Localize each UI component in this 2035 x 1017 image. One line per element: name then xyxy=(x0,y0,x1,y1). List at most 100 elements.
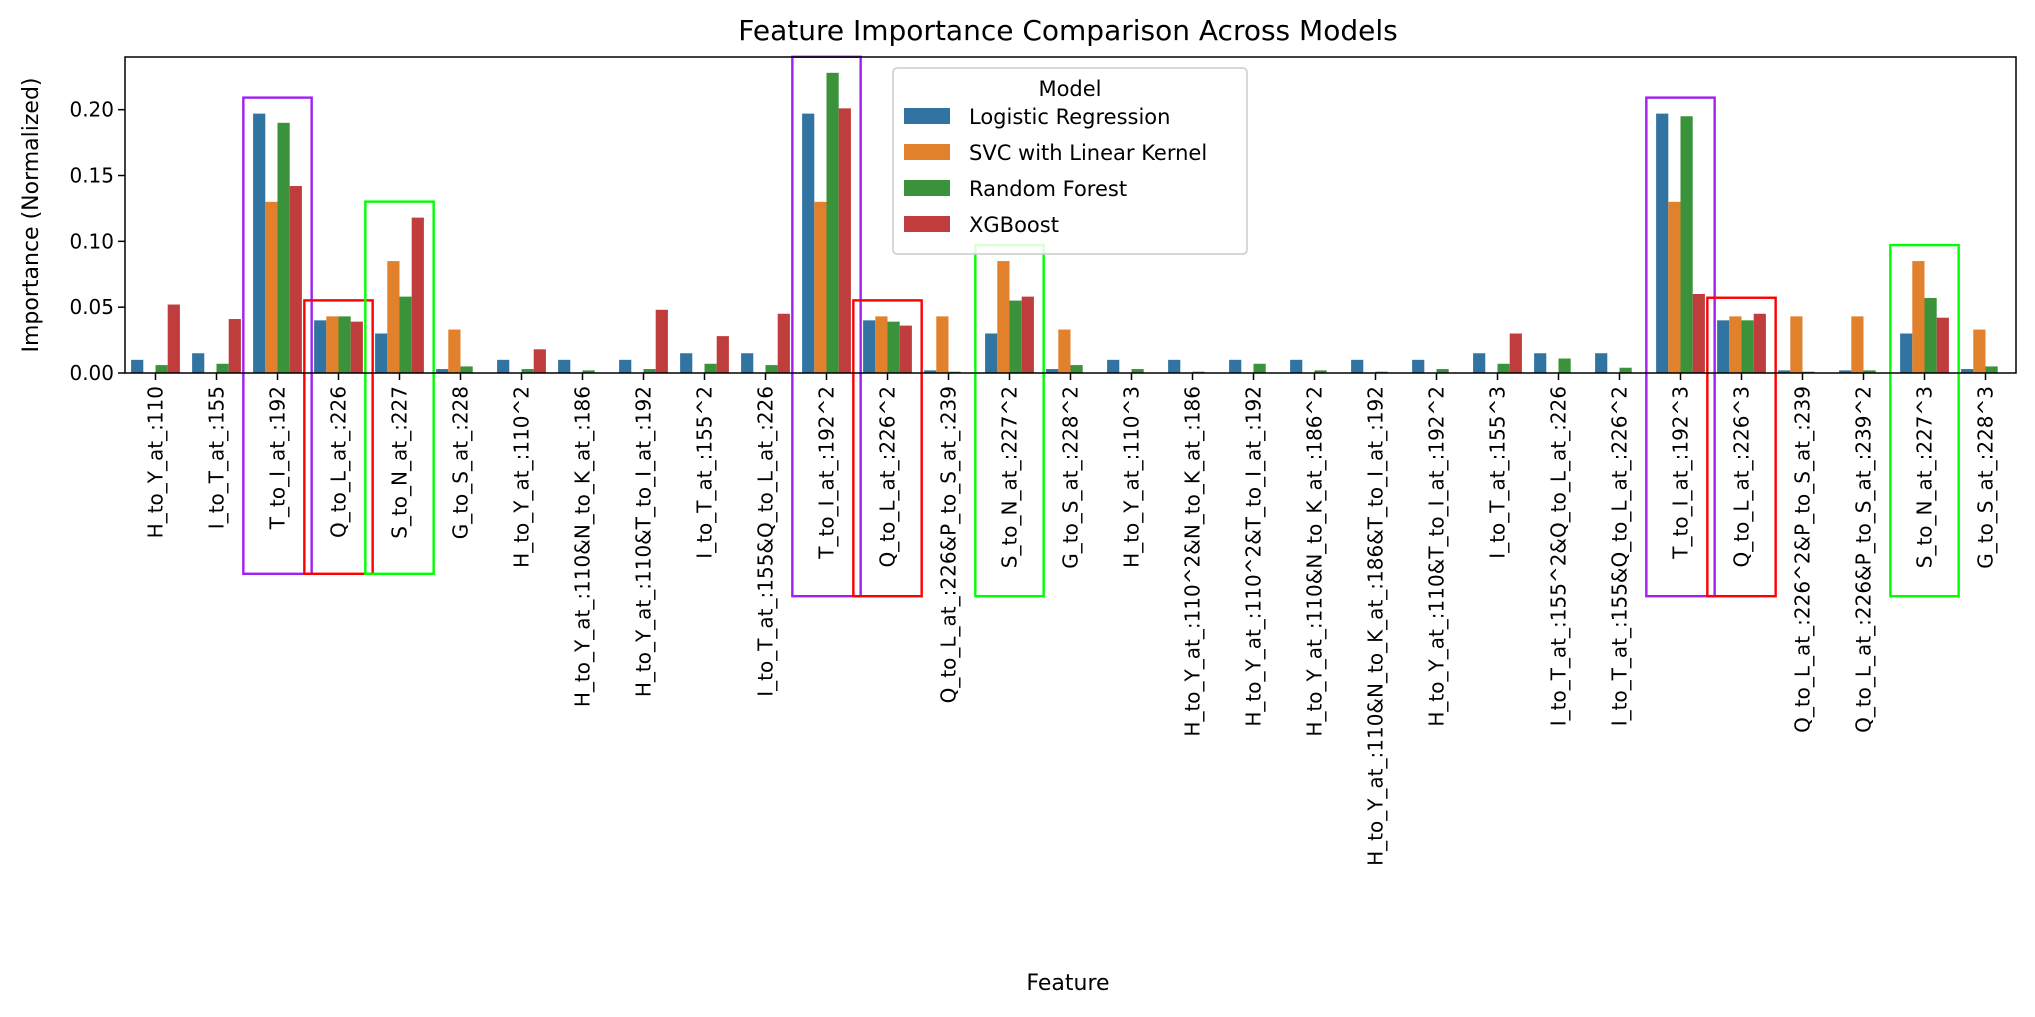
highlight-box-0 xyxy=(242,96,313,575)
x-tick-label-27: Q_to_L_at_:226^2&P_to_S_at_:239 xyxy=(1791,386,1815,733)
y-tick-label-3: 0.15 xyxy=(69,164,114,188)
bar-0-16 xyxy=(1107,359,1120,373)
bar-0-21 xyxy=(1412,359,1425,373)
highlight-box-7 xyxy=(1706,296,1777,598)
bar-2-7 xyxy=(582,370,595,373)
x-tick-label-3: Q_to_L_at_:226 xyxy=(327,386,351,538)
legend: Model Logistic Regression SVC with Linear… xyxy=(892,67,1248,255)
x-tick-label-0: H_to_Y_at_:110 xyxy=(144,386,168,538)
bars-layer xyxy=(131,72,1998,374)
bar-3-26 xyxy=(1753,313,1766,373)
bar-0-2 xyxy=(253,113,266,374)
bar-3-9 xyxy=(716,336,729,373)
bar-0-24 xyxy=(1595,353,1608,373)
x-tick-label-21: H_to_Y_at_:110&T_to_I_at_:192^2 xyxy=(1425,386,1449,727)
bar-2-16 xyxy=(1131,369,1144,373)
bar-1-28 xyxy=(1851,316,1864,373)
bar-0-12 xyxy=(863,320,876,373)
x-tick-label-1: I_to_T_at_:155 xyxy=(205,386,229,529)
bar-0-0 xyxy=(131,359,144,373)
bar-3-29 xyxy=(1936,317,1949,373)
bar-1-25 xyxy=(1668,201,1681,373)
x-tick-label-16: H_to_Y_at_:110^3 xyxy=(1120,386,1144,568)
bar-1-14 xyxy=(997,261,1010,373)
bar-3-3 xyxy=(350,321,363,373)
bar-3-1 xyxy=(228,319,241,373)
bar-2-21 xyxy=(1436,369,1449,373)
x-tick-label-25: T_to_I_at_:192^3 xyxy=(1669,386,1693,560)
bar-0-3 xyxy=(314,320,327,373)
legend-frame xyxy=(892,67,1248,255)
bar-1-29 xyxy=(1912,261,1925,373)
bar-2-23 xyxy=(1558,358,1571,373)
bar-1-11 xyxy=(814,201,827,373)
bar-2-6 xyxy=(521,369,534,373)
x-tick-label-2: T_to_I_at_:192 xyxy=(266,386,290,530)
highlight-box-2 xyxy=(364,200,435,576)
bar-0-15 xyxy=(1046,369,1059,373)
bar-2-3 xyxy=(338,316,351,373)
bar-2-10 xyxy=(765,365,778,373)
y-tick-label-0: 0.00 xyxy=(69,361,114,385)
bar-1-12 xyxy=(875,316,888,373)
x-tick-label-29: S_to_N_at_:227^3 xyxy=(1913,386,1937,568)
bar-0-18 xyxy=(1229,359,1242,373)
x-tick-label-22: I_to_T_at_:155^3 xyxy=(1486,386,1510,559)
legend-swatch-1 xyxy=(904,144,950,160)
x-tick-label-13: Q_to_L_at_:226&P_to_S_at_:239 xyxy=(937,386,961,703)
bar-3-2 xyxy=(289,186,302,373)
x-tick-label-11: T_to_I_at_:192^2 xyxy=(815,386,839,560)
bar-0-8 xyxy=(619,359,632,373)
legend-label-2: Random Forest xyxy=(969,177,1127,201)
bar-2-18 xyxy=(1253,363,1266,373)
bar-3-12 xyxy=(899,325,912,373)
legend-items: Logistic Regression SVC with Linear Kerne… xyxy=(904,105,1207,237)
x-tick-label-19: H_to_Y_at_:110&N_to_K_at_:186^2 xyxy=(1303,386,1327,737)
bar-1-26 xyxy=(1729,316,1742,373)
bar-3-14 xyxy=(1021,296,1034,373)
x-tick-label-6: H_to_Y_at_:110^2 xyxy=(510,386,534,568)
chart-title: Feature Importance Comparison Across Mod… xyxy=(738,14,1397,47)
x-tick-label-18: H_to_Y_at_:110^2&T_to_I_at_:192 xyxy=(1242,386,1266,727)
bar-0-17 xyxy=(1168,359,1181,373)
bar-2-26 xyxy=(1741,320,1754,373)
legend-label-3: XGBoost xyxy=(969,213,1059,237)
bar-2-24 xyxy=(1619,367,1632,373)
y-axis-label: Importance (Normalized) xyxy=(19,78,44,353)
bar-0-29 xyxy=(1900,333,1913,373)
x-tick-label-17: H_to_Y_at_:110^2&N_to_K_at_:186 xyxy=(1181,386,1205,737)
bar-1-13 xyxy=(936,316,949,373)
bar-2-0 xyxy=(155,365,168,373)
bar-1-4 xyxy=(387,261,400,373)
bar-2-22 xyxy=(1497,363,1510,373)
bar-0-25 xyxy=(1656,113,1669,374)
x-tick-label-10: I_to_T_at_:155&Q_to_L_at_:226 xyxy=(754,386,778,697)
x-tick-label-12: Q_to_L_at_:226^2 xyxy=(876,386,900,567)
bar-1-27 xyxy=(1790,316,1803,373)
bar-2-15 xyxy=(1070,365,1083,373)
bar-0-10 xyxy=(741,353,754,373)
x-tick-label-8: H_to_Y_at_:110&T_to_I_at_:192 xyxy=(632,386,656,697)
highlight-box-8 xyxy=(1889,243,1960,598)
y-tick-label-4: 0.20 xyxy=(69,98,114,122)
legend-swatch-0 xyxy=(904,108,950,124)
legend-title: Model xyxy=(1038,77,1101,101)
x-axis: H_to_Y_at_:110 I_to_T_at_:155 T_to_I_at_:1… xyxy=(144,373,1998,866)
bar-2-2 xyxy=(277,122,290,373)
bar-2-14 xyxy=(1009,300,1022,373)
y-axis: 0.00 0.05 0.10 0.15 0.20 xyxy=(69,98,125,385)
y-tick-label-1: 0.05 xyxy=(69,295,114,319)
bar-0-23 xyxy=(1534,353,1547,373)
bar-0-5 xyxy=(436,369,449,373)
bar-0-27 xyxy=(1778,370,1791,373)
x-tick-label-5: G_to_S_at_:228 xyxy=(449,386,473,539)
x-tick-label-24: I_to_T_at_:155&Q_to_L_at_:226^2 xyxy=(1608,386,1632,726)
x-tick-label-15: G_to_S_at_:228^2 xyxy=(1059,386,1083,569)
bar-0-14 xyxy=(985,333,998,373)
x-tick-label-7: H_to_Y_at_:110&N_to_K_at_:186 xyxy=(571,386,595,707)
bar-0-13 xyxy=(924,370,937,373)
bar-0-20 xyxy=(1351,359,1364,373)
highlight-box-4 xyxy=(852,299,923,598)
x-tick-label-4: S_to_N_at_:227 xyxy=(388,386,412,539)
